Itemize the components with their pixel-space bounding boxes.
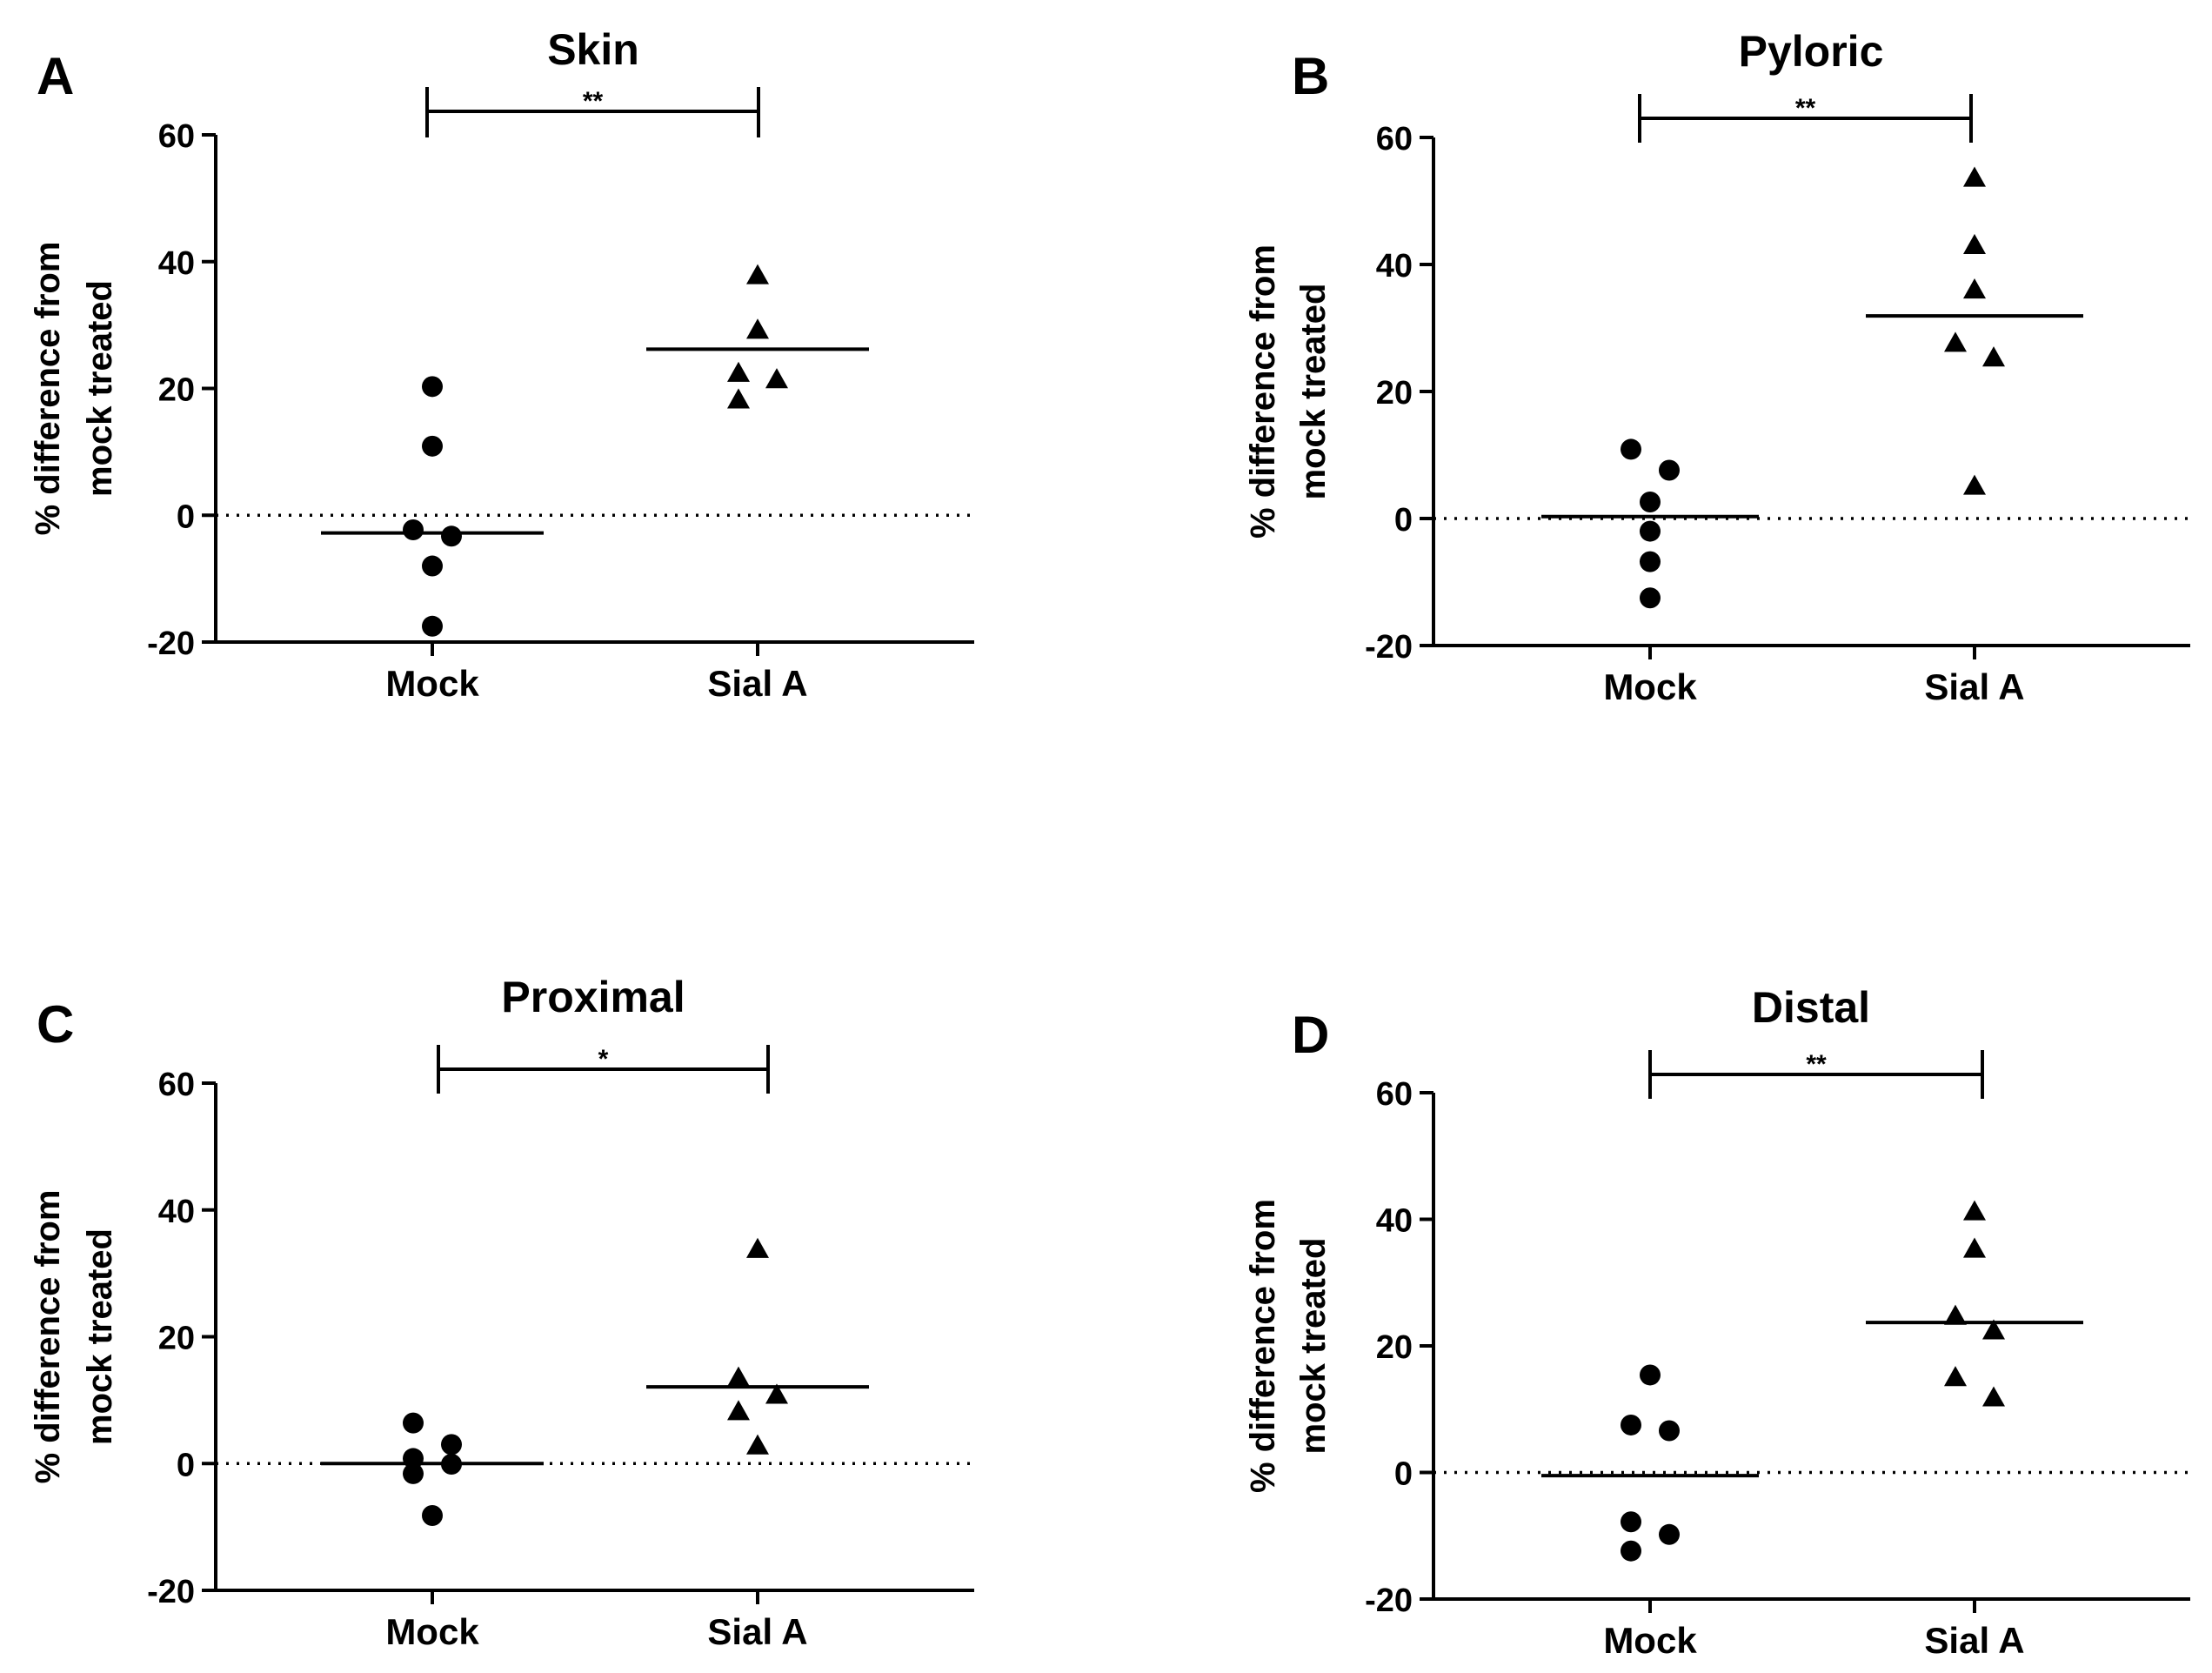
- panel-label: C: [37, 995, 74, 1054]
- y-tick-label: 20: [158, 372, 195, 409]
- chart-title: Skin: [547, 25, 639, 74]
- y-axis-label-line2: mock treated: [81, 280, 119, 497]
- y-tick-label: 60: [1376, 1076, 1413, 1113]
- data-point-mock: [1659, 1420, 1680, 1442]
- data-point-sial-a: [1944, 331, 1967, 352]
- data-point-mock: [1659, 459, 1680, 481]
- x-tick-label: Mock: [1603, 1620, 1697, 1661]
- data-point-sial-a: [1982, 1319, 2005, 1340]
- data-point-mock: [422, 1505, 443, 1527]
- panel-label: B: [1292, 47, 1329, 105]
- data-point-sial-a: [1963, 1200, 1986, 1221]
- data-point-sial-a: [1963, 278, 1986, 299]
- data-point-mock: [1640, 587, 1661, 609]
- data-point-sial-a: [746, 1237, 769, 1258]
- data-point-mock: [1640, 492, 1661, 513]
- data-point-sial-a: [746, 1434, 769, 1455]
- x-tick-label: Mock: [385, 663, 479, 704]
- data-point-mock: [1621, 438, 1641, 460]
- y-axis-label-line1: % difference from: [29, 1190, 67, 1484]
- y-tick-label: 0: [1394, 502, 1413, 539]
- chart-title: Pyloric: [1739, 27, 1884, 76]
- y-axis-label-line2: mock treated: [1294, 284, 1333, 500]
- y-axis-label-line2: mock treated: [81, 1228, 119, 1445]
- y-tick-label: -20: [147, 1574, 195, 1610]
- x-tick-label: Sial A: [1924, 1620, 2024, 1661]
- data-point-sial-a: [727, 361, 750, 382]
- data-point-sial-a: [727, 1366, 750, 1387]
- y-tick-label: 60: [158, 1067, 195, 1103]
- x-tick-label: Sial A: [1924, 666, 2024, 707]
- data-point-mock: [1621, 1511, 1641, 1533]
- data-point-mock: [1640, 520, 1661, 542]
- data-point-mock: [403, 1412, 424, 1434]
- data-point-mock: [422, 615, 443, 637]
- data-point-sial-a: [746, 264, 769, 284]
- chart-title: Proximal: [501, 973, 685, 1021]
- data-point-mock: [441, 1434, 462, 1456]
- data-point-sial-a: [1963, 474, 1986, 495]
- data-point-mock: [422, 555, 443, 577]
- data-point-sial-a: [1982, 346, 2005, 367]
- data-point-sial-a: [1944, 1304, 1967, 1325]
- chart-panel-a: A Skin % difference from mock treated -20 0 20…: [29, 25, 974, 704]
- panel-label: D: [1292, 1006, 1329, 1064]
- data-point-mock: [1659, 1523, 1680, 1545]
- y-tick-label: 0: [177, 1447, 195, 1483]
- x-tick-label: Mock: [385, 1611, 479, 1652]
- data-point-mock: [403, 1462, 424, 1484]
- y-axis-label-line1: % difference from: [1244, 244, 1282, 539]
- y-tick-label: 20: [1376, 375, 1413, 412]
- data-point-mock: [422, 376, 443, 398]
- data-point-mock: [422, 435, 443, 457]
- y-tick-label: 40: [158, 1194, 195, 1230]
- y-tick-label: 20: [1376, 1329, 1413, 1366]
- data-point-sial-a: [1963, 233, 1986, 254]
- x-tick-label: Sial A: [707, 1611, 807, 1652]
- data-point-sial-a: [1982, 1386, 2005, 1407]
- data-point-mock: [403, 519, 424, 541]
- y-axis-label-line1: % difference from: [1244, 1199, 1282, 1493]
- y-tick-label: -20: [147, 626, 195, 662]
- significance-stars: **: [583, 87, 604, 116]
- data-point-mock: [1621, 1540, 1641, 1562]
- chart-panel-d: D Distal % difference from mock treated -20 0…: [1244, 983, 2190, 1661]
- data-point-sial-a: [765, 368, 788, 389]
- data-point-sial-a: [765, 1383, 788, 1404]
- y-axis-label-line1: % difference from: [29, 242, 67, 536]
- data-point-mock: [441, 525, 462, 547]
- significance-stars: **: [1795, 94, 1816, 123]
- x-tick-label: Mock: [1603, 666, 1697, 707]
- chart-panel-b: B Pyloric % difference from mock treated -20…: [1244, 27, 2190, 707]
- y-tick-label: 40: [1376, 1203, 1413, 1240]
- y-tick-label: 0: [177, 499, 195, 535]
- data-point-sial-a: [1963, 1237, 1986, 1258]
- y-tick-label: 40: [158, 245, 195, 282]
- data-point-mock: [1640, 551, 1661, 572]
- chart-panel-c: C Proximal % difference from mock treated -2…: [29, 973, 974, 1652]
- data-point-sial-a: [1944, 1366, 1967, 1387]
- y-tick-label: 40: [1376, 248, 1413, 284]
- y-tick-label: -20: [1365, 629, 1413, 666]
- data-point-sial-a: [727, 388, 750, 409]
- panel-label: A: [37, 47, 74, 105]
- data-point-mock: [1640, 1364, 1661, 1386]
- y-tick-label: -20: [1365, 1583, 1413, 1619]
- data-point-sial-a: [746, 318, 769, 339]
- y-tick-label: 60: [158, 118, 195, 155]
- y-tick-label: 60: [1376, 121, 1413, 157]
- y-tick-label: 0: [1394, 1456, 1413, 1493]
- data-point-sial-a: [1963, 166, 1986, 187]
- chart-title: Distal: [1752, 983, 1870, 1032]
- significance-stars: *: [598, 1045, 609, 1074]
- y-tick-label: 20: [158, 1321, 195, 1357]
- x-tick-label: Sial A: [707, 663, 807, 704]
- y-axis-label-line2: mock treated: [1294, 1238, 1333, 1455]
- significance-stars: **: [1806, 1050, 1827, 1079]
- data-point-sial-a: [727, 1400, 750, 1421]
- data-point-mock: [1621, 1414, 1641, 1435]
